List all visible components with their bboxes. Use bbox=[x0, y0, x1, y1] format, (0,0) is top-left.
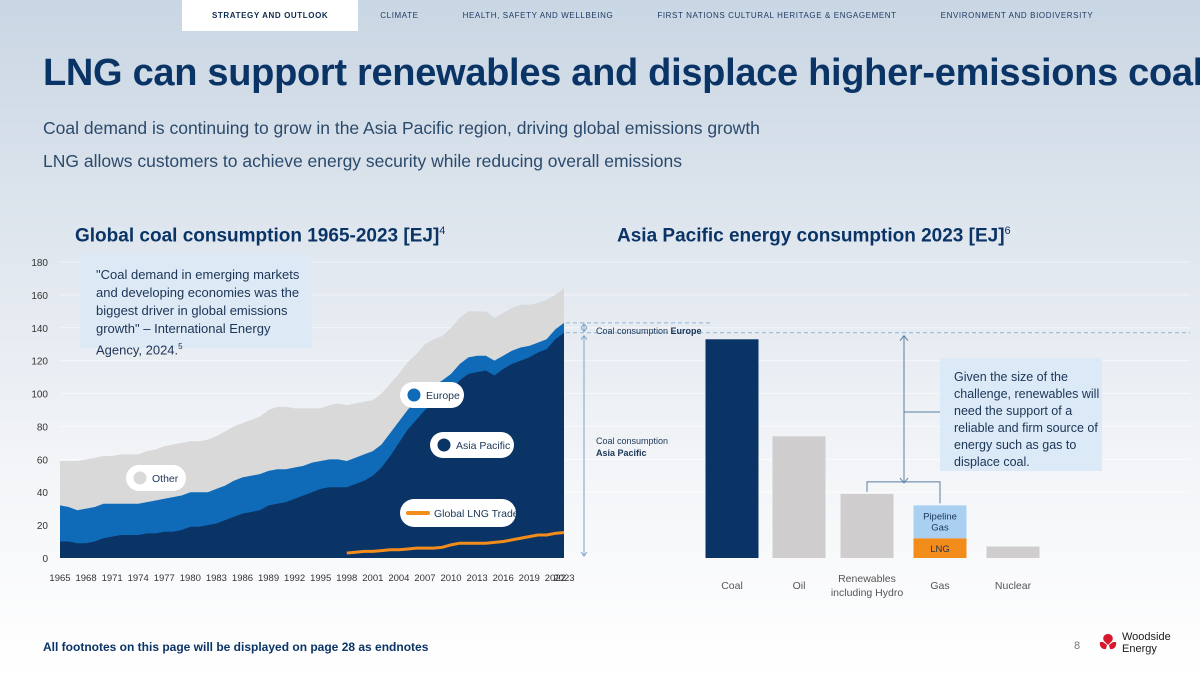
legend-label: Asia Pacific bbox=[456, 440, 510, 452]
legend-label: Global LNG Trade bbox=[434, 508, 519, 520]
x-tick-label: 1986 bbox=[232, 573, 253, 584]
x-tick-label: 2004 bbox=[388, 573, 409, 584]
left-chart-title: Global coal consumption 1965-2023 [EJ]4 bbox=[75, 225, 446, 247]
legend-label: Other bbox=[152, 473, 179, 485]
legend-swatch bbox=[406, 387, 422, 403]
bar-segment-label: LNG bbox=[930, 544, 950, 555]
annotation-coal-ap-line2: Asia Pacific bbox=[596, 448, 647, 458]
bar-category-label: Nuclear bbox=[995, 580, 1032, 592]
y-tick-label: 100 bbox=[31, 390, 48, 401]
x-tick-label: 2010 bbox=[440, 573, 461, 584]
x-tick-label: 2023 bbox=[553, 573, 574, 584]
tab-strategy-and-outlook[interactable]: STRATEGY AND OUTLOOK bbox=[182, 0, 359, 31]
bar-category-label: Oil bbox=[793, 580, 806, 592]
x-tick-label: 2022 bbox=[545, 573, 566, 584]
tab-health-safety-wellbeing[interactable]: HEALTH, SAFETY AND WELLBEING bbox=[462, 11, 614, 20]
x-tick-label: 1974 bbox=[128, 573, 149, 584]
legend-swatch bbox=[436, 437, 452, 453]
y-tick-label: 140 bbox=[31, 324, 48, 335]
iea-quote-footnote: 5 bbox=[178, 342, 183, 351]
x-tick-label: 1977 bbox=[154, 573, 175, 584]
bar-nuclear bbox=[986, 546, 1040, 558]
subtitle-lng-security: LNG allows customers to achieve energy s… bbox=[43, 151, 683, 171]
y-tick-label: 60 bbox=[37, 455, 49, 466]
tab-environment-biodiversity[interactable]: ENVIRONMENT AND BIODIVERSITY bbox=[940, 11, 1094, 20]
x-tick-label: 1968 bbox=[75, 573, 96, 584]
bar-oil bbox=[772, 436, 826, 558]
x-tick-label: 2019 bbox=[519, 573, 540, 584]
right-chart-title: Asia Pacific energy consumption 2023 [EJ… bbox=[617, 225, 1011, 247]
legend-swatch bbox=[132, 470, 148, 486]
bar-renewables bbox=[840, 493, 894, 558]
callout-arrowheads bbox=[899, 334, 909, 484]
bar-coal bbox=[705, 339, 759, 558]
tab-first-nations[interactable]: FIRST NATIONS CULTURAL HERITAGE & ENGAGE… bbox=[657, 11, 897, 20]
left-chart-footnote: 4 bbox=[439, 225, 446, 237]
x-axis: 1965 1968 1971 1974 1977 1980 1983 1986 1989 1992… bbox=[49, 573, 574, 584]
bracket-europe-arrows bbox=[580, 323, 588, 333]
woodside-logo-icon bbox=[1099, 634, 1117, 650]
footnotes-note: All footnotes on this page will be displ… bbox=[43, 640, 429, 654]
bar-category-label: Gas bbox=[930, 580, 949, 592]
x-tick-label: 1965 bbox=[49, 573, 70, 584]
tab-climate[interactable]: CLIMATE bbox=[380, 11, 419, 20]
x-tick-label: 2016 bbox=[493, 573, 514, 584]
x-tick-label: 1971 bbox=[102, 573, 123, 584]
bar-segment-label: Gas bbox=[931, 522, 949, 533]
x-tick-label: 1980 bbox=[180, 573, 201, 584]
renewables-callout: Given the size of the challenge, renewab… bbox=[940, 358, 1102, 471]
gas-renewables-bracket bbox=[866, 481, 941, 504]
page-title: LNG can support renewables and displace … bbox=[43, 52, 1200, 94]
x-tick-label: 2001 bbox=[362, 573, 383, 584]
legend-pill bbox=[430, 432, 514, 458]
logo-text-line1: Woodside bbox=[1122, 631, 1171, 643]
bar-gas-pipeline bbox=[913, 505, 967, 539]
x-tick-label: 1989 bbox=[258, 573, 279, 584]
y-tick-label: 0 bbox=[42, 554, 48, 565]
legend-pill bbox=[400, 499, 516, 527]
x-tick-label: 2013 bbox=[467, 573, 488, 584]
bracket-asia-pacific-arrows bbox=[580, 334, 588, 557]
annotation-coal-europe: Coal consumption Europe bbox=[596, 326, 702, 336]
bar-category-label: Coal bbox=[721, 580, 743, 592]
x-tick-label: 1983 bbox=[206, 573, 227, 584]
x-tick-label: 1998 bbox=[336, 573, 357, 584]
x-tick-label: 2007 bbox=[414, 573, 435, 584]
section-tabs: STRATEGY AND OUTLOOK CLIMATE HEALTH, SAF… bbox=[182, 0, 1115, 31]
annotation-coal-ap-line1: Coal consumption bbox=[596, 436, 668, 446]
iea-quote-text: "Coal demand in emerging markets and dev… bbox=[96, 267, 300, 358]
chart-annotations: Coal consumption Europe Coal consumption A… bbox=[566, 322, 1190, 557]
bar-category-label: Renewables bbox=[838, 573, 896, 585]
area-legend: Europe Asia Pacific Other Global LNG Trade bbox=[126, 382, 519, 527]
energy-bar-chart: Coal Oil Renewables including Hydro LNG Pipel… bbox=[705, 339, 1040, 599]
woodside-logo: Woodside Energy bbox=[1097, 631, 1171, 655]
x-tick-label: 1995 bbox=[310, 573, 331, 584]
page-number: 8 bbox=[1074, 640, 1081, 652]
x-tick-label: 1992 bbox=[284, 573, 305, 584]
subtitle-coal-demand: Coal demand is continuing to grow in the… bbox=[43, 118, 760, 138]
bar-segment-label: Pipeline bbox=[923, 511, 957, 522]
bar-gas-lng bbox=[913, 538, 967, 558]
logo-text-line2: Energy bbox=[1122, 643, 1157, 655]
y-tick-label: 80 bbox=[37, 422, 49, 433]
right-chart-footnote: 6 bbox=[1004, 225, 1011, 237]
series-line-global-lng-trade bbox=[346, 531, 565, 555]
legend-label: Europe bbox=[426, 390, 460, 402]
bar-category-label: including Hydro bbox=[831, 587, 904, 599]
y-tick-label: 160 bbox=[31, 291, 48, 302]
y-tick-label: 40 bbox=[37, 488, 49, 499]
y-tick-label: 20 bbox=[37, 521, 49, 532]
y-tick-label: 120 bbox=[31, 357, 48, 368]
y-axis: 0 20 40 60 80 100 120 140 160 180 bbox=[31, 258, 48, 565]
y-tick-label: 180 bbox=[31, 258, 48, 269]
iea-quote-box: "Coal demand in emerging markets and dev… bbox=[80, 254, 312, 357]
